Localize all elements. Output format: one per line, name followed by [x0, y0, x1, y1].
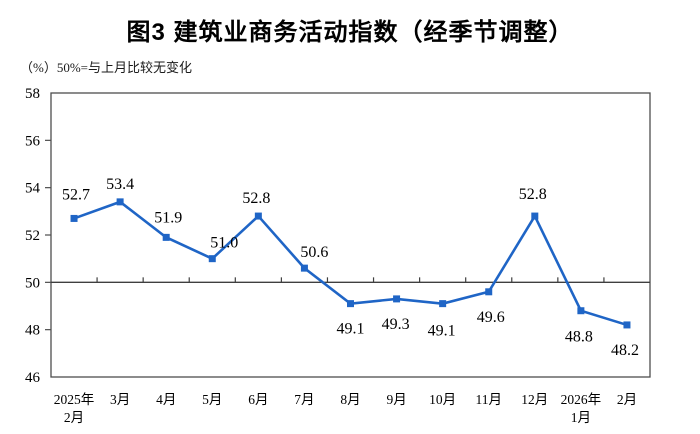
data-point-marker	[531, 212, 539, 220]
data-point-marker	[347, 300, 354, 308]
data-point-marker	[393, 295, 401, 303]
x-axis-label: 12月	[521, 392, 548, 407]
x-axis-label: 5月	[202, 392, 222, 407]
data-point-label: 51.0	[210, 235, 238, 252]
data-point-label: 49.1	[337, 321, 365, 338]
y-axis-label: 50	[25, 275, 40, 291]
data-point-marker	[623, 321, 631, 329]
data-point-label: 49.1	[428, 323, 456, 340]
data-point-label: 52.7	[62, 186, 90, 203]
x-axis-label: 1月	[571, 410, 591, 425]
data-point-label: 49.3	[382, 316, 410, 333]
y-axis-label: 46	[25, 370, 41, 386]
x-axis-label: 2025年	[54, 392, 95, 407]
data-point-marker	[116, 198, 124, 206]
y-axis-label: 52	[25, 228, 40, 244]
x-axis-label: 7月	[294, 392, 314, 407]
x-axis-label: 11月	[475, 392, 502, 407]
data-point-label: 52.8	[242, 190, 270, 207]
y-axis-label: 58	[25, 86, 40, 102]
data-point-label: 49.6	[477, 309, 505, 326]
y-axis-label: 54	[25, 181, 41, 197]
x-axis-label: 6月	[248, 392, 268, 407]
x-axis-label: 10月	[429, 392, 456, 407]
x-axis-label: 2026年	[561, 392, 602, 407]
y-axis-label: 48	[25, 323, 40, 339]
data-point-marker	[300, 264, 308, 272]
x-axis-label: 9月	[386, 392, 406, 407]
data-point-label: 48.8	[565, 329, 593, 346]
data-point-marker	[485, 288, 493, 296]
unit-note: （%）50%=与上月比较无变化	[20, 60, 192, 75]
data-point-marker	[577, 307, 585, 315]
data-point-label: 53.4	[106, 176, 134, 193]
x-axis-label: 8月	[340, 392, 360, 407]
data-point-marker	[162, 233, 170, 241]
data-point-marker	[208, 255, 216, 263]
data-point-label: 50.6	[300, 244, 328, 261]
data-point-label: 51.9	[154, 209, 182, 226]
x-axis-label: 2月	[617, 392, 637, 407]
data-point-label: 52.8	[519, 186, 547, 203]
y-axis-label: 56	[25, 133, 41, 149]
data-point-label: 48.2	[611, 342, 639, 359]
x-axis-label: 3月	[110, 392, 130, 407]
chart-title: 图3 建筑业商务活动指数（经季节调整）	[126, 19, 574, 46]
data-point-marker	[439, 300, 447, 308]
x-axis-label: 2月	[64, 410, 84, 425]
data-point-marker	[254, 212, 262, 220]
x-axis-label: 4月	[156, 392, 176, 407]
data-point-marker	[70, 214, 78, 222]
